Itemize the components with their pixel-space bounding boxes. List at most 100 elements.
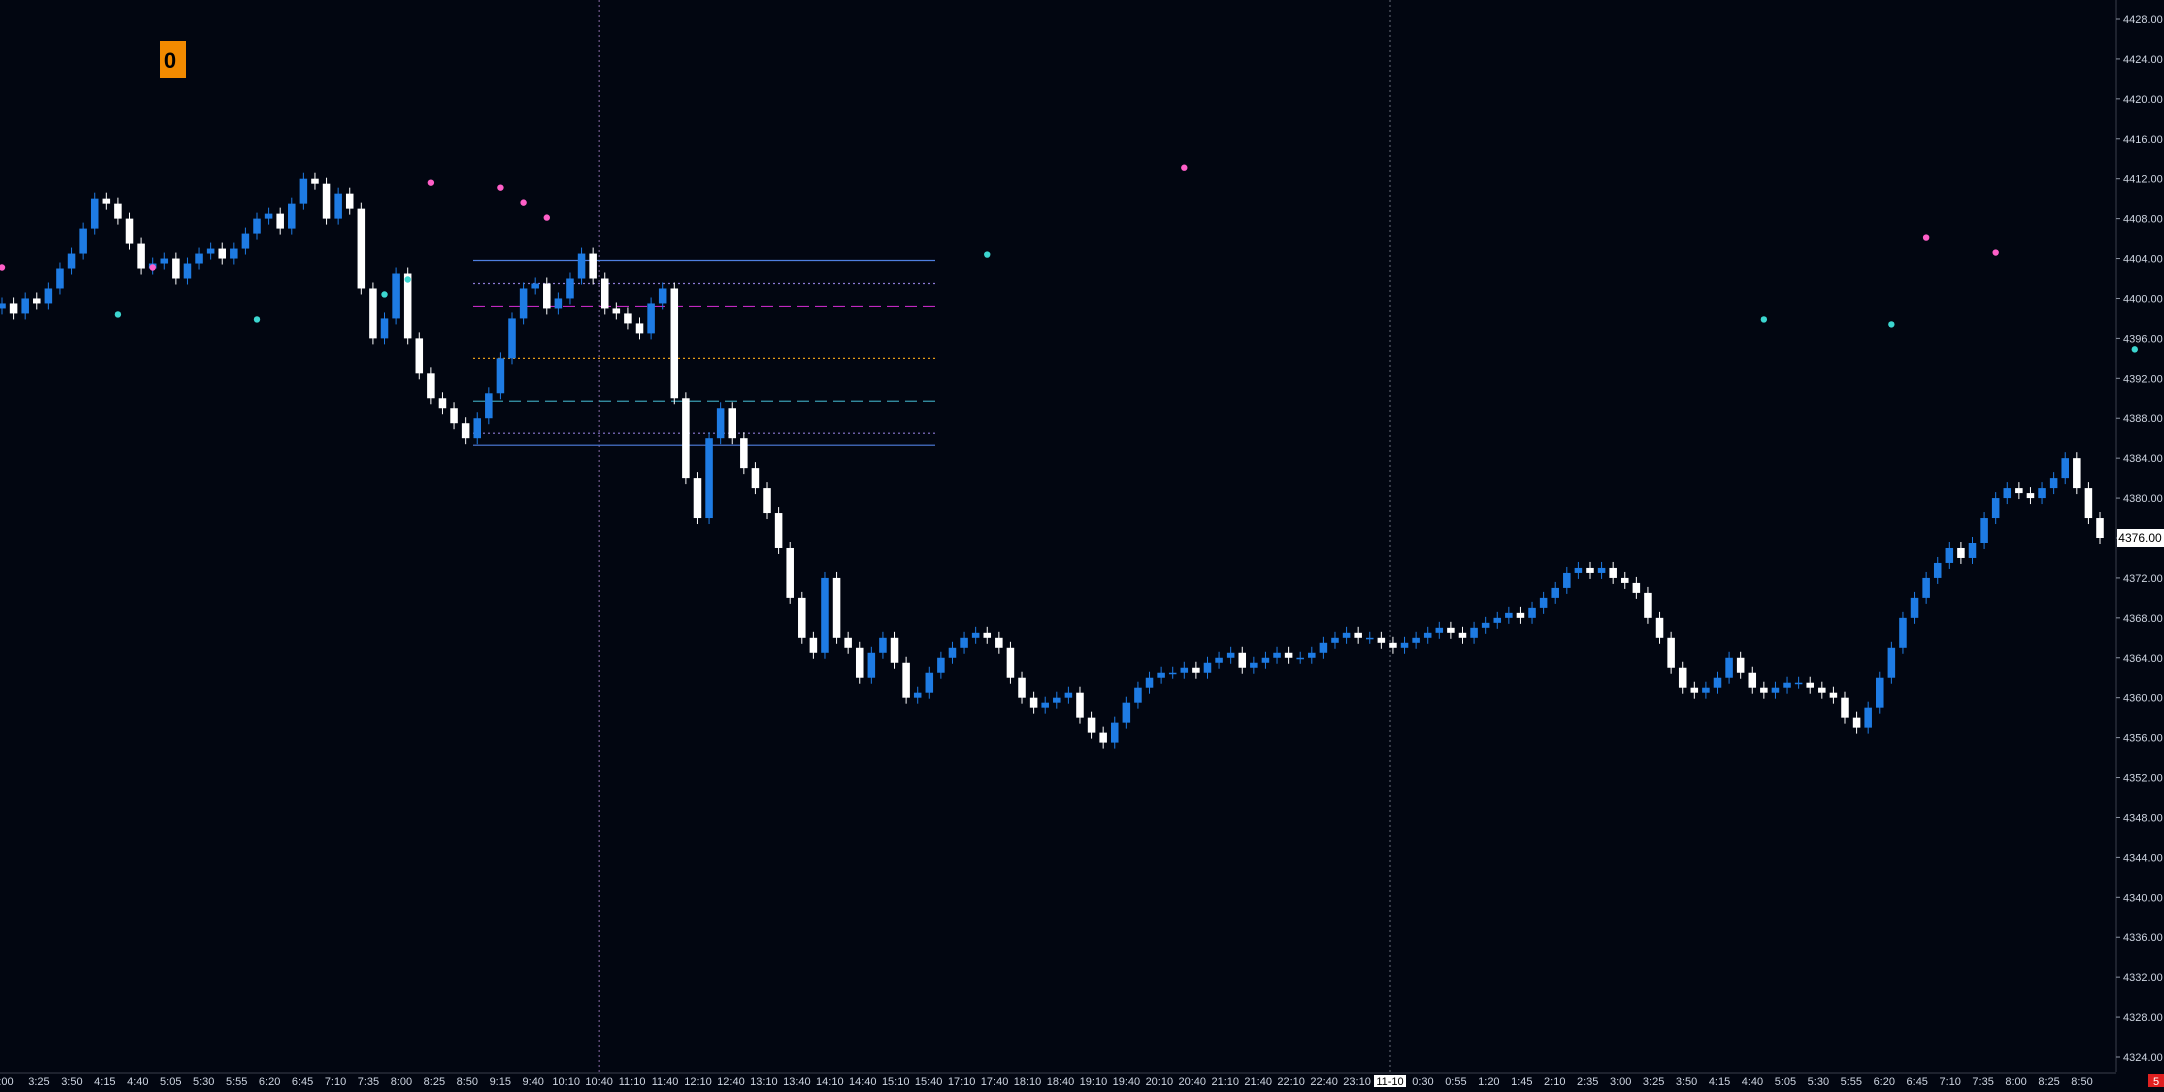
time-tick-label: 12:10 <box>684 1076 712 1087</box>
time-axis[interactable]: :00 3:25 3:50 4:15 4:40 5:05 5:30 5:55 6:20 6:45 7… <box>0 1072 2116 1088</box>
counter-badge-text: 0 <box>164 48 176 73</box>
time-tick-label: 4:15 <box>1709 1076 1730 1087</box>
time-tick-label: 20:40 <box>1179 1076 1207 1087</box>
time-tick-label: 19:10 <box>1080 1076 1108 1087</box>
cyan-signal-dot <box>1760 316 1768 323</box>
corner-badge-text: 5 <box>2153 1076 2159 1087</box>
candle-body <box>1852 717 1861 728</box>
signal-dots <box>0 164 2138 353</box>
candle-body <box>264 213 273 219</box>
cyan-signal-dot <box>984 251 991 258</box>
candle-body <box>519 288 528 319</box>
candle-body <box>577 253 586 279</box>
pink-signal-dot <box>1992 249 1999 256</box>
time-tick-label: 5:30 <box>1808 1076 1829 1087</box>
candle-body <box>995 637 1003 648</box>
time-tick-label: 3:50 <box>1676 1076 1697 1087</box>
time-tick-label: 2:35 <box>1577 1076 1598 1087</box>
pink-signal-dot <box>520 199 527 206</box>
candle-body <box>1064 692 1073 698</box>
candle-body <box>125 218 134 244</box>
candle-body <box>1203 662 1212 673</box>
candle-body <box>1400 642 1409 648</box>
candle-body <box>1053 697 1061 703</box>
candle-body <box>1644 592 1652 618</box>
candle-body <box>241 233 250 249</box>
candle-body <box>56 268 64 289</box>
candle-body <box>1748 672 1757 688</box>
candle-body <box>1145 677 1154 688</box>
candle-body <box>485 393 493 419</box>
candle-body <box>322 183 331 219</box>
price-tick-label: 4340.00 <box>2123 892 2163 904</box>
time-tick-label: 7:35 <box>1972 1076 1993 1087</box>
candle-body <box>1818 687 1826 693</box>
candle-body <box>9 303 18 314</box>
candle-body <box>357 208 366 289</box>
candle-body <box>2026 493 2035 499</box>
price-tick-label: 4324.00 <box>2123 1052 2163 1064</box>
candle-body <box>902 662 910 698</box>
time-tick-label: 5:55 <box>226 1076 247 1087</box>
corner-badge: 5 <box>2148 1074 2164 1088</box>
candle-body <box>1018 677 1026 698</box>
candle-body <box>693 478 702 519</box>
price-tick-label: 4388.00 <box>2123 413 2163 425</box>
time-tick-label: 3:25 <box>28 1076 49 1087</box>
time-tick-label: 15:40 <box>915 1076 943 1087</box>
time-tick-label: 15:10 <box>882 1076 910 1087</box>
time-tick-label: 5:30 <box>193 1076 214 1087</box>
candle-body <box>879 637 887 653</box>
candle-body <box>658 288 667 304</box>
candle-body <box>1099 732 1107 743</box>
candle-body <box>1528 607 1536 618</box>
candle-body <box>79 228 87 254</box>
time-tick-label: 7:10 <box>1939 1076 1960 1087</box>
candle-body <box>1829 692 1838 698</box>
price-tick-label: 4348.00 <box>2123 812 2163 824</box>
time-tick-label: 5:05 <box>160 1076 181 1087</box>
candle-body <box>983 632 992 638</box>
time-tick-label: 18:40 <box>1047 1076 1075 1087</box>
candle-body <box>1029 697 1038 708</box>
candle-body <box>1690 687 1699 693</box>
price-tick-label: 4420.00 <box>2123 94 2163 106</box>
candle-body <box>705 438 713 519</box>
candle-body <box>612 308 621 314</box>
candle-body <box>890 637 899 663</box>
time-tick-label: 3:50 <box>61 1076 82 1087</box>
price-tick-label: 4352.00 <box>2123 773 2163 785</box>
price-tick-label: 4332.00 <box>2123 972 2163 984</box>
time-highlight-box <box>1374 1075 1406 1087</box>
candle-body <box>1284 652 1293 658</box>
candle-body <box>1632 582 1641 593</box>
pink-signal-dot <box>1181 164 1188 171</box>
candle-body <box>1006 647 1015 678</box>
candle-body <box>253 218 261 234</box>
candle-body <box>971 632 980 638</box>
candle-body <box>334 193 342 219</box>
candle-body <box>183 263 192 279</box>
candle-body <box>1609 567 1617 578</box>
candle-body <box>1655 617 1664 638</box>
price-axis[interactable]: 4428.00 4424.00 4420.00 4416.00 4412.00 4408.… <box>2115 0 2164 1072</box>
time-tick-label: 10:10 <box>552 1076 580 1087</box>
candle-body <box>867 652 876 678</box>
candle-body <box>1157 672 1165 678</box>
candle-body <box>1076 692 1084 718</box>
range-box-levels[interactable] <box>473 259 935 446</box>
candle-body <box>624 313 632 324</box>
candle-body <box>438 398 447 409</box>
candle-body <box>821 577 829 653</box>
candle-body <box>635 323 644 334</box>
candle-body <box>1087 717 1096 733</box>
current-price-box <box>2117 529 2164 547</box>
candle-body <box>403 273 412 339</box>
candle-body <box>1435 627 1444 633</box>
candle-body <box>1991 498 2000 519</box>
counter-badge: 0 <box>160 41 186 78</box>
time-tick-label: 11:40 <box>652 1076 679 1087</box>
